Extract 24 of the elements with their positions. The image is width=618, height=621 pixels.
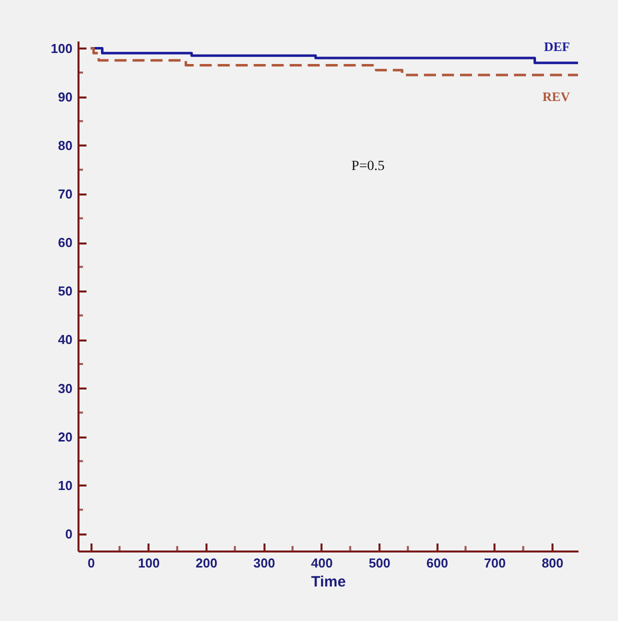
series-label: DEF: [544, 38, 570, 54]
y-tick-label: 0: [65, 526, 72, 542]
x-axis-title: Time: [311, 574, 346, 590]
y-tick-label: 10: [58, 478, 72, 493]
y-tick-label: 60: [58, 235, 72, 250]
y-tick-label: 50: [58, 284, 72, 299]
x-tick-label: 500: [368, 556, 390, 570]
x-tick-label: 0: [88, 556, 95, 570]
annotation: P=0.5: [351, 159, 385, 174]
x-tick-label: 600: [426, 556, 448, 570]
y-tick-label: 100: [50, 40, 72, 56]
x-tick-label: 200: [196, 556, 218, 570]
x-tick-label: 800: [542, 556, 564, 570]
series-label: REV: [542, 89, 571, 104]
y-tick-label: 40: [58, 332, 72, 348]
x-tick-label: 700: [484, 556, 506, 570]
y-tick-label: 80: [58, 138, 72, 153]
y-tick-label: 30: [58, 380, 72, 396]
y-tick-label: 70: [58, 186, 72, 202]
y-tick-label: 20: [58, 429, 72, 444]
x-tick-label: 300: [253, 556, 276, 570]
x-tick-label: 100: [138, 556, 160, 570]
y-tick-label: 90: [58, 89, 72, 104]
x-tick-label: 400: [311, 556, 333, 570]
